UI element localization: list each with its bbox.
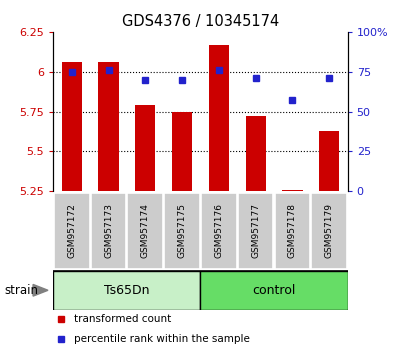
Bar [54,193,90,269]
Bar [201,193,237,269]
Text: GSM957177: GSM957177 [251,204,260,258]
Bar [62,62,82,191]
Text: GSM957173: GSM957173 [104,204,113,258]
Bar [128,193,163,269]
Text: GSM957174: GSM957174 [141,204,150,258]
Bar [319,131,339,191]
Text: Ts65Dn: Ts65Dn [104,284,150,297]
Bar [98,62,118,191]
Bar [311,193,347,269]
Bar [275,193,310,269]
Text: GSM957172: GSM957172 [67,204,76,258]
Text: GSM957178: GSM957178 [288,204,297,258]
Title: GDS4376 / 10345174: GDS4376 / 10345174 [122,14,279,29]
Text: percentile rank within the sample: percentile rank within the sample [74,334,250,344]
Text: control: control [252,284,296,297]
Bar [246,116,266,191]
Bar [135,105,155,191]
Text: GSM957176: GSM957176 [214,204,223,258]
Bar [91,193,126,269]
Bar [172,112,192,191]
Text: GSM957179: GSM957179 [325,204,334,258]
Text: transformed count: transformed count [74,314,171,324]
Bar [201,271,348,310]
Bar [209,45,229,191]
Bar [282,190,303,191]
Text: GSM957175: GSM957175 [178,204,186,258]
Bar [238,193,273,269]
Polygon shape [33,285,48,296]
Bar [164,193,200,269]
Text: strain: strain [4,284,38,297]
Bar [53,271,201,310]
